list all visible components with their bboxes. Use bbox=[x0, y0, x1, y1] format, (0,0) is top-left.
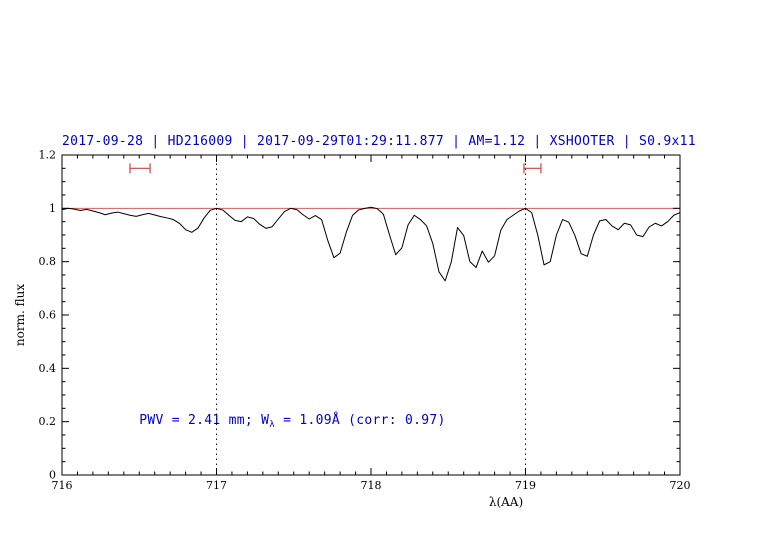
svg-text:0.2: 0.2 bbox=[39, 415, 57, 428]
range-markers bbox=[129, 163, 542, 174]
pwv-annotation-prefix: PWV = 2.41 mm; W bbox=[139, 412, 270, 428]
svg-text:716: 716 bbox=[52, 479, 73, 492]
pwv-annotation: PWV = 2.41 mm; Wλ = 1.09Å (corr: 0.97) bbox=[139, 413, 445, 430]
svg-text:720: 720 bbox=[670, 479, 691, 492]
pwv-annotation-subscript: λ bbox=[269, 419, 275, 430]
x-axis-label: λ(AA) bbox=[488, 495, 524, 509]
svg-text:0.4: 0.4 bbox=[39, 362, 57, 375]
svg-text:1: 1 bbox=[49, 202, 56, 215]
svg-text:1.2: 1.2 bbox=[39, 149, 57, 162]
figure-title: 2017-09-28 | HD216009 | 2017-09-29T01:29… bbox=[62, 134, 696, 149]
svg-text:719: 719 bbox=[515, 479, 536, 492]
svg-text:717: 717 bbox=[206, 479, 227, 492]
y-tick-labels: 0 0.2 0.4 0.6 0.8 1 1.2 bbox=[39, 149, 57, 482]
svg-text:0.6: 0.6 bbox=[39, 309, 57, 322]
axis-ticks bbox=[61, 154, 681, 476]
spectrum-line bbox=[61, 206, 681, 282]
svg-text:718: 718 bbox=[361, 479, 382, 492]
plot-frame bbox=[61, 154, 681, 476]
svg-text:0.8: 0.8 bbox=[39, 255, 57, 268]
pwv-annotation-suffix: = 1.09Å (corr: 0.97) bbox=[275, 412, 446, 428]
x-tick-labels: 716 717 718 719 720 bbox=[52, 479, 691, 492]
svg-text:0: 0 bbox=[49, 469, 56, 482]
integration-bound-lines bbox=[216, 155, 526, 475]
